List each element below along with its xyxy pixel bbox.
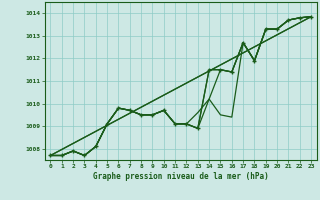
X-axis label: Graphe pression niveau de la mer (hPa): Graphe pression niveau de la mer (hPa): [93, 172, 269, 181]
